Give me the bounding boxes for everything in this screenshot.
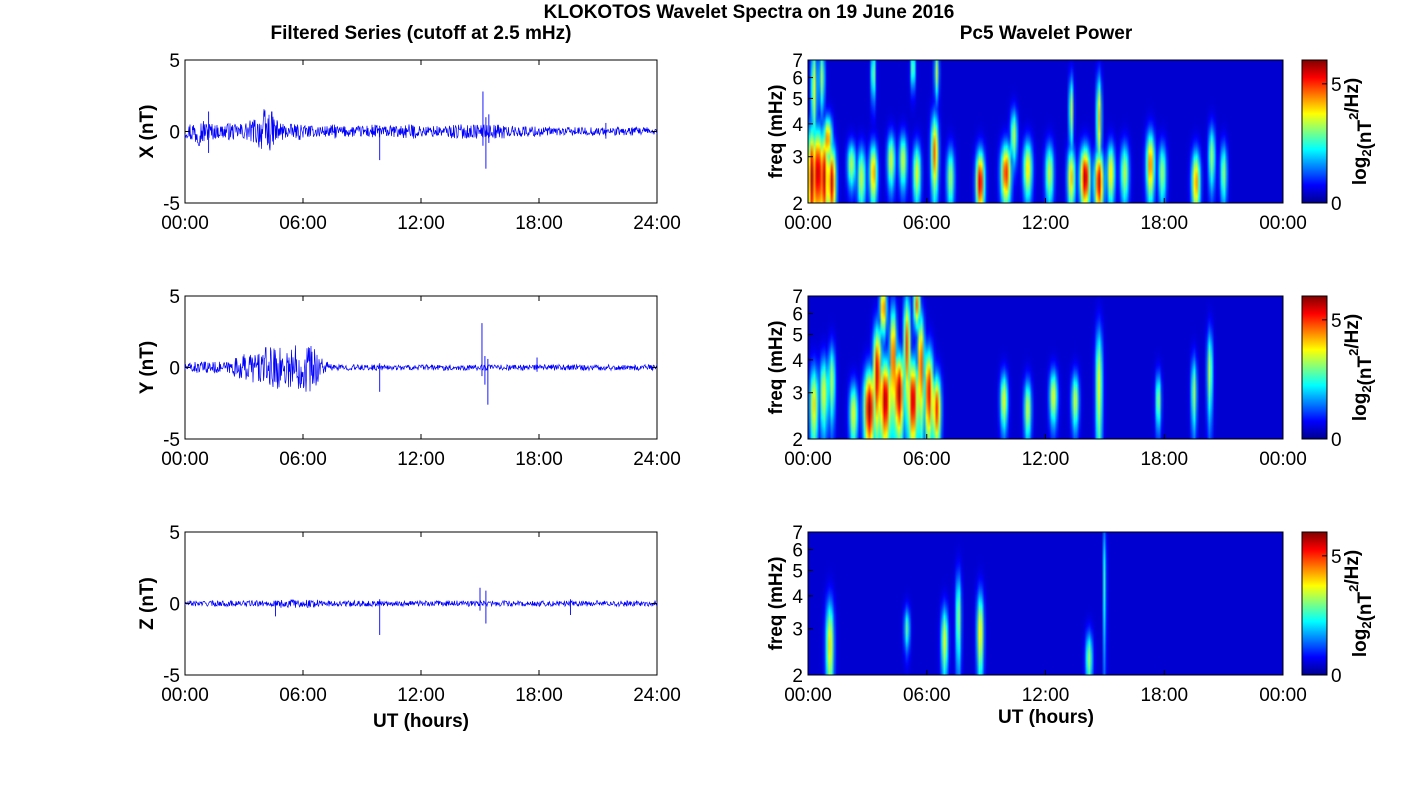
y-axis-label: X (nT) [137,105,158,159]
y-tick-label: 2 [792,666,803,687]
x-tick-label: 18:00 [1140,213,1188,234]
y-tick-label: 6 [792,69,803,90]
y-tick-label: 6 [792,305,803,326]
y-tick-label: 7 [792,523,803,544]
y-tick-label: 4 [792,351,803,372]
left-column-title: Filtered Series (cutoff at 2.5 mHz) [271,23,572,44]
colorbar-tick-label: 0 [1331,666,1342,687]
trace-line [184,109,658,151]
y-tick-label: 5 [792,89,803,110]
x-tick-label: 18:00 [1140,685,1188,706]
right-x-axis-label: UT (hours) [998,707,1094,728]
x-tick-label: 00:00 [784,213,832,234]
x-tick-label: 18:00 [515,685,563,706]
y-tick-label: 4 [792,115,803,136]
y-axis-label: freq (mHz) [766,557,787,651]
y-tick-label: -5 [163,666,180,687]
x-tick-label: 06:00 [279,213,327,234]
x-tick-label: 00:00 [784,685,832,706]
y-axis-label: freq (mHz) [766,85,787,179]
y-tick-label: 4 [792,587,803,608]
x-tick-label: 06:00 [903,449,951,470]
y-tick-label: 5 [169,287,180,308]
y-tick-label: -5 [163,194,180,215]
wavelet-power-heatmap [808,532,1283,675]
y-tick-label: 5 [169,51,180,72]
colorbar-tick-label: 5 [1331,311,1342,332]
figure-title: KLOKOTOS Wavelet Spectra on 19 June 2016 [544,2,955,23]
y-axis-label: Z (nT) [137,577,158,630]
wavelet-power-heatmap [808,60,1283,203]
x-tick-label: 12:00 [397,449,445,470]
y-tick-label: 5 [792,561,803,582]
x-tick-label: 06:00 [903,685,951,706]
x-tick-label: 06:00 [279,685,327,706]
timeseries-panel-z: 00:00 06:00 12:00 18:00 24:00 -5 0 5 Z (nT) [137,523,681,706]
colorbar-tick-label: 0 [1331,194,1342,215]
x-tick-label: 06:00 [279,449,327,470]
y-tick-label: 0 [169,359,180,380]
colorbar-scale [1301,531,1328,676]
y-axis-label: Y (nT) [137,341,158,394]
colorbar-scale [1301,59,1328,204]
x-tick-label: 24:00 [633,213,681,234]
x-tick-label: 00:00 [784,449,832,470]
left-x-axis-label: UT (hours) [373,711,469,732]
right-column-title: Pc5 Wavelet Power [960,23,1133,44]
y-tick-label: 6 [792,541,803,562]
x-tick-label: 18:00 [515,213,563,234]
y-tick-label: 5 [169,523,180,544]
colorbar-label: log2(nT2/Hz) [1342,550,1376,657]
colorbar-scale [1301,295,1328,440]
x-tick-label: 00:00 [1259,685,1307,706]
timeseries-panel-x: 00:00 06:00 12:00 18:00 24:00 -5 0 5 X (nT) [137,51,681,234]
y-tick-label: 7 [792,51,803,72]
x-tick-label: 12:00 [1022,685,1070,706]
x-tick-label: 00:00 [1259,213,1307,234]
x-tick-label: 24:00 [633,685,681,706]
y-tick-label: 2 [792,194,803,215]
x-tick-label: 24:00 [633,449,681,470]
colorbar-tick-label: 5 [1331,75,1342,96]
y-axis-label: freq (mHz) [766,321,787,415]
x-tick-label: 06:00 [903,213,951,234]
x-tick-label: 00:00 [161,213,209,234]
wavelet-power-heatmap [808,296,1283,439]
colorbar-label: log2(nT2/Hz) [1342,314,1376,421]
y-tick-label: 7 [792,287,803,308]
x-tick-label: 12:00 [397,213,445,234]
y-tick-label: 3 [792,384,803,405]
colorbar-tick-label: 0 [1331,430,1342,451]
timeseries-panel-y: 00:00 06:00 12:00 18:00 24:00 -5 0 5 Y (nT) [137,287,681,470]
trace-line [184,599,658,609]
y-tick-label: 0 [169,595,180,616]
x-tick-label: 12:00 [1022,213,1070,234]
y-tick-label: 5 [792,325,803,346]
y-tick-label: 0 [169,123,180,144]
x-tick-label: 12:00 [1022,449,1070,470]
x-tick-label: 00:00 [1259,449,1307,470]
colorbar-label: log2(nT2/Hz) [1342,78,1376,185]
x-tick-label: 00:00 [161,685,209,706]
y-tick-label: 3 [792,148,803,169]
colorbar-tick-label: 5 [1331,547,1342,568]
y-tick-label: 2 [792,430,803,451]
x-tick-label: 18:00 [515,449,563,470]
x-tick-label: 00:00 [161,449,209,470]
x-tick-label: 18:00 [1140,449,1188,470]
trace-line [184,345,658,392]
y-tick-label: 3 [792,620,803,641]
x-tick-label: 12:00 [397,685,445,706]
y-tick-label: -5 [163,430,180,451]
